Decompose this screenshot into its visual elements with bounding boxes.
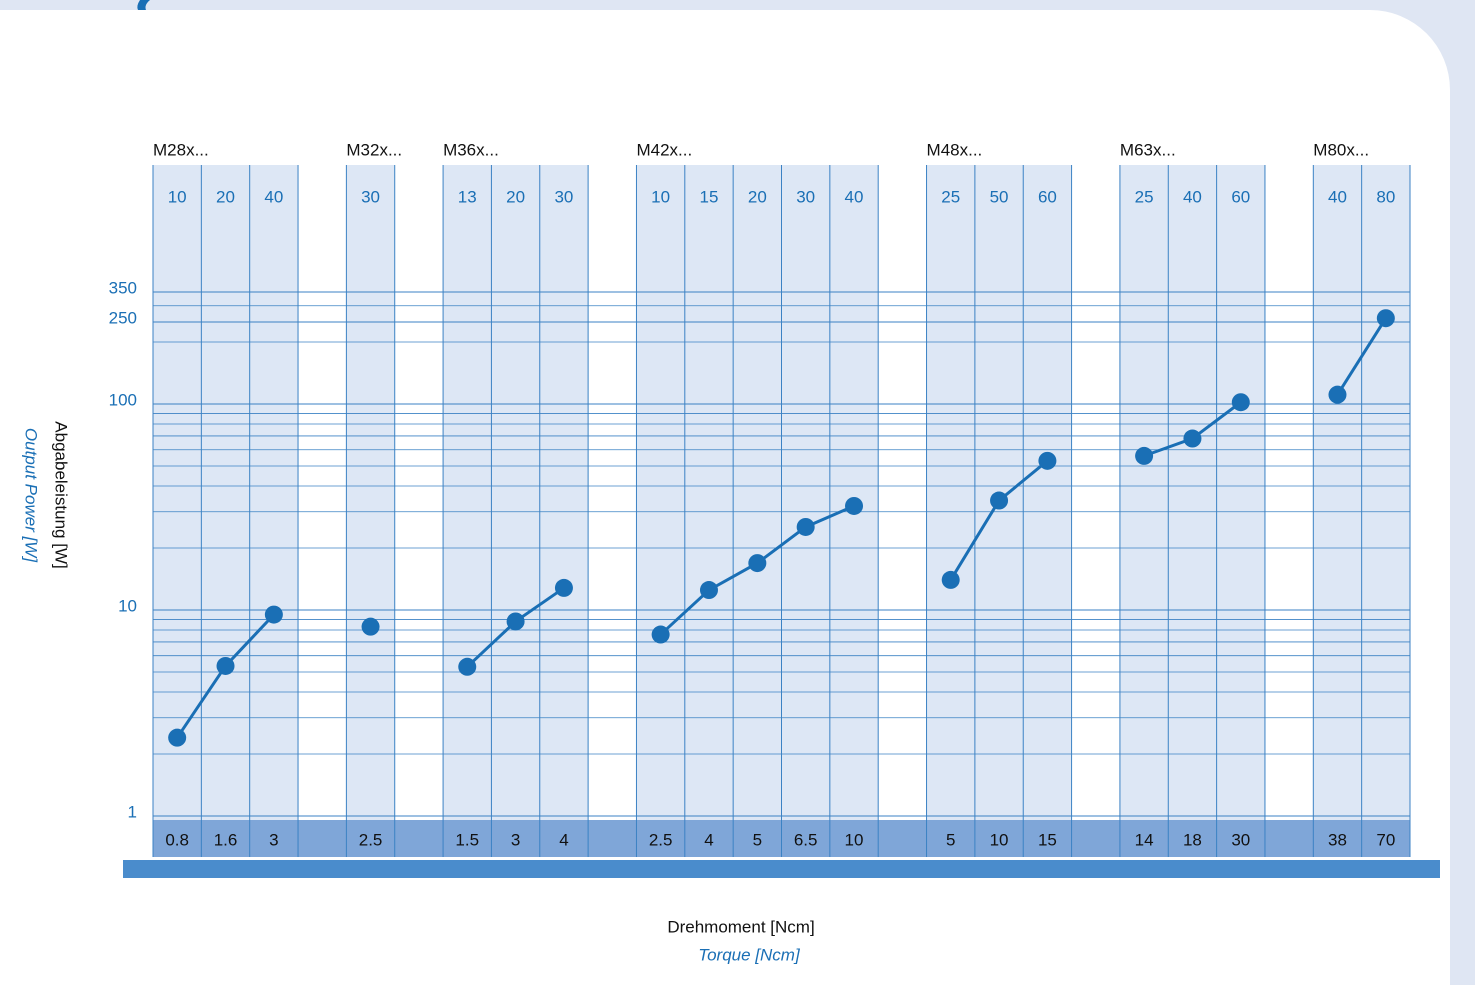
group-name: M48x... — [927, 140, 983, 159]
x-tick-label: 14 — [1135, 830, 1154, 849]
x-axis-title-en: Torque [Ncm] — [698, 945, 801, 964]
series-line — [1336, 317, 1388, 396]
data-point — [748, 554, 767, 573]
data-point — [1038, 451, 1057, 470]
length-label: 80 — [1376, 187, 1395, 206]
length-label: 10 — [651, 187, 670, 206]
data-point — [941, 570, 960, 589]
length-label: 30 — [554, 187, 573, 206]
y-tick-label: 350 — [109, 278, 137, 297]
x-tick-label: 0.8 — [165, 830, 189, 849]
group-name: M36x... — [443, 140, 499, 159]
data-point — [651, 625, 670, 644]
group-background — [636, 165, 879, 820]
y-tick-label: 100 — [109, 391, 137, 410]
data-point — [990, 491, 1009, 510]
x-tick-label: 38 — [1328, 830, 1347, 849]
data-point — [264, 605, 283, 624]
length-label: 40 — [264, 187, 283, 206]
length-label: 15 — [700, 187, 719, 206]
length-label: 25 — [941, 187, 960, 206]
group-name: M80x... — [1313, 140, 1369, 159]
plot: 110100250350M28x...100.8201.6403M32x...3… — [109, 140, 1440, 878]
x-tick-label: 1.6 — [214, 830, 238, 849]
x-tick-label: 10 — [990, 830, 1009, 849]
base-bar — [123, 860, 1440, 878]
group-background — [1119, 165, 1265, 820]
length-label: 40 — [1328, 187, 1347, 206]
length-label: 20 — [748, 187, 767, 206]
group-background — [346, 165, 395, 820]
length-label: 10 — [168, 187, 187, 206]
group-name: M32x... — [346, 140, 402, 159]
data-point — [506, 612, 525, 631]
length-label: 40 — [845, 187, 864, 206]
x-tick-label: 4 — [704, 830, 713, 849]
x-tick-label: 70 — [1376, 830, 1395, 849]
data-point — [699, 581, 718, 600]
data-point — [1328, 385, 1347, 404]
y-tick-label: 10 — [118, 596, 137, 615]
data-point — [1135, 446, 1154, 465]
group-name: M42x... — [636, 140, 692, 159]
x-tick-label: 1.5 — [455, 830, 479, 849]
length-label: 20 — [216, 187, 235, 206]
length-label: 40 — [1183, 187, 1202, 206]
group-background — [153, 165, 299, 820]
x-tick-label: 3 — [511, 830, 520, 849]
length-label: 13 — [458, 187, 477, 206]
group-background — [443, 165, 589, 820]
length-label: 50 — [990, 187, 1009, 206]
x-axis-title: Drehmoment [Ncm] — [667, 917, 814, 936]
x-tick-label: 15 — [1038, 830, 1057, 849]
data-point — [168, 728, 187, 747]
length-label: 20 — [506, 187, 525, 206]
x-tick-label: 2.5 — [359, 830, 383, 849]
x-tick-label: 30 — [1231, 830, 1250, 849]
length-label: 25 — [1135, 187, 1154, 206]
data-point — [458, 657, 477, 676]
length-label: 30 — [361, 187, 380, 206]
data-point — [845, 496, 864, 515]
x-tick-label: 18 — [1183, 830, 1202, 849]
group-name: M63x... — [1120, 140, 1176, 159]
data-point — [1376, 309, 1395, 328]
data-point — [554, 578, 573, 597]
x-tick-label: 3 — [269, 830, 278, 849]
y-tick-label: 1 — [128, 802, 137, 821]
x-tick-label: 4 — [559, 830, 568, 849]
x-tick-label: 5 — [946, 830, 955, 849]
data-point — [796, 517, 815, 536]
length-label: 60 — [1231, 187, 1250, 206]
x-tick-label: 10 — [845, 830, 864, 849]
length-label: 30 — [796, 187, 815, 206]
data-point — [216, 656, 235, 675]
y-tick-label: 250 — [109, 309, 137, 328]
length-label: 60 — [1038, 187, 1057, 206]
group-name: M28x... — [153, 140, 209, 159]
data-point — [361, 617, 380, 636]
x-tick-label: 5 — [753, 830, 762, 849]
data-point — [1231, 393, 1250, 412]
x-tick-label: 6.5 — [794, 830, 818, 849]
y-axis-title: Abgabeleistung [W] — [52, 421, 71, 568]
x-tick-label: 2.5 — [649, 830, 673, 849]
decor — [137, 0, 150, 10]
data-point — [1183, 429, 1202, 448]
y-axis-title-en: Output Power [W] — [22, 428, 41, 563]
